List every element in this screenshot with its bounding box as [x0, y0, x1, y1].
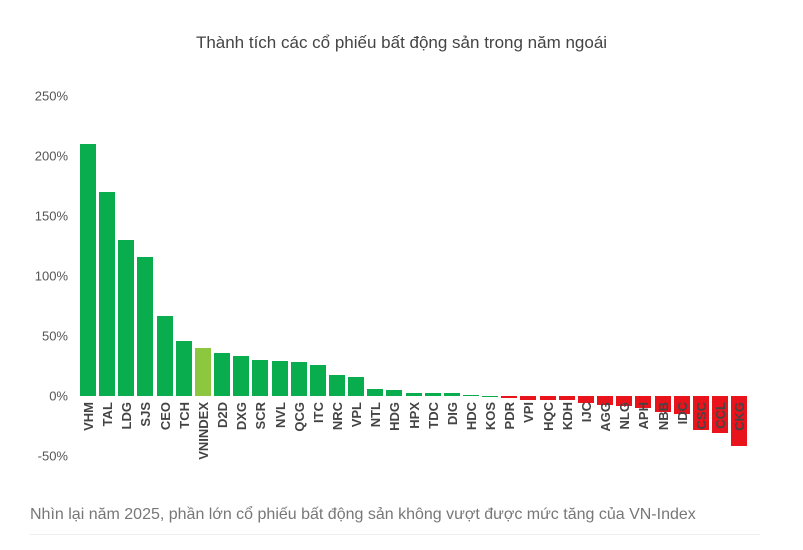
y-tick-label: 100%	[34, 268, 68, 284]
bar-kos	[482, 396, 499, 397]
bar-sjs	[137, 256, 154, 396]
x-tick-label: VHM	[81, 402, 96, 431]
bar-nbb	[654, 396, 671, 412]
x-tick-label: DXG	[234, 402, 250, 431]
x-tick-label: NVL	[272, 402, 288, 428]
y-tick-label: 0%	[49, 388, 68, 404]
x-tick-label: CEO	[157, 402, 173, 431]
bar-ckg	[731, 396, 748, 447]
x-tick-label: LDG	[119, 402, 135, 430]
bar-tdc	[424, 393, 441, 396]
y-tick-label: 200%	[34, 148, 68, 164]
x-tick-label: TAL	[100, 402, 116, 427]
x-tick-label: CKG	[732, 402, 748, 431]
x-tick-label: HDC	[464, 402, 479, 431]
x-tick-label: NTL	[368, 402, 384, 428]
bar-tal	[99, 192, 116, 396]
bar-nrc	[328, 375, 345, 396]
bar-hdc	[463, 394, 479, 396]
bar-kdh	[558, 396, 575, 401]
x-tick-label: QCG	[291, 402, 307, 432]
bar-qcg	[290, 362, 307, 396]
divider	[30, 534, 760, 535]
x-tick-label: NRC	[329, 402, 345, 431]
bar-ntl	[367, 388, 384, 396]
y-tick-label: 250%	[34, 88, 68, 104]
bar-dig	[443, 393, 460, 396]
bar-scr	[252, 360, 269, 396]
y-tick-label: 150%	[34, 208, 68, 224]
x-tick-label: CCL	[712, 402, 728, 429]
x-tick-label: SJS	[138, 402, 154, 427]
x-tick-label: TDC	[425, 402, 441, 429]
x-tick-label: VPL	[349, 402, 365, 428]
x-tick-label: D2D	[215, 402, 231, 429]
bar-dxg	[233, 356, 250, 396]
y-tick-label: -50%	[37, 448, 68, 464]
x-tick-label: CSC	[693, 402, 709, 430]
bar-ccl	[711, 396, 728, 434]
bar-idc	[673, 396, 690, 414]
bar-nlg	[616, 396, 633, 406]
chart-caption: Nhìn lại năm 2025, phần lớn cổ phiếu bất…	[30, 506, 696, 523]
bar-tch	[175, 340, 192, 396]
bar-vnindex	[194, 348, 211, 396]
bar-pdr	[501, 396, 518, 398]
chart-title: Thành tích các cổ phiếu bất động sản tro…	[195, 33, 608, 52]
x-tick-label: KDH	[559, 402, 575, 431]
x-tick-label: DIG	[444, 402, 460, 426]
x-tick-label: IDC	[674, 402, 690, 425]
x-tick-label: NLG	[617, 402, 633, 430]
x-tick-label: SCR	[253, 402, 269, 430]
bar-csc	[692, 396, 709, 430]
bar-ijc	[577, 396, 594, 403]
x-tick-label: TCH	[176, 402, 192, 429]
x-tick-label: KOS	[483, 402, 499, 431]
y-tick-label: 50%	[41, 328, 68, 344]
x-tick-label: HPX	[406, 402, 422, 429]
x-tick-label: ITC	[310, 402, 326, 423]
x-tick-label: AGG	[598, 402, 614, 432]
bar-chart: 250% 200% 150% 100% 50% 0% -50% VHM TAL LDG SJS CEO…	[34, 88, 748, 464]
bar-hqc	[539, 396, 556, 401]
bar-vpi	[520, 396, 537, 401]
x-tick-label: NBB	[655, 402, 671, 431]
bar-vhm	[80, 144, 96, 396]
x-tick-label: HDG	[387, 402, 403, 431]
bar-itc	[309, 364, 326, 396]
bar-agg	[597, 396, 614, 405]
bar-hdg	[386, 390, 403, 396]
bar-ldg	[118, 240, 135, 396]
x-tick-label: PDR	[502, 402, 518, 430]
x-tick-label: IJC	[578, 402, 594, 423]
bar-aph	[635, 396, 652, 408]
bar-ceo	[156, 315, 173, 396]
x-tick-label: HQC	[540, 402, 556, 431]
bar-nvl	[271, 361, 288, 396]
bar-d2d	[214, 352, 231, 396]
bar-vpl	[348, 376, 365, 396]
x-tick-label: VPI	[521, 402, 537, 423]
x-tick-label: VNINDEX	[195, 402, 211, 460]
bar-hpx	[405, 393, 422, 396]
x-tick-label: APH	[636, 402, 652, 430]
